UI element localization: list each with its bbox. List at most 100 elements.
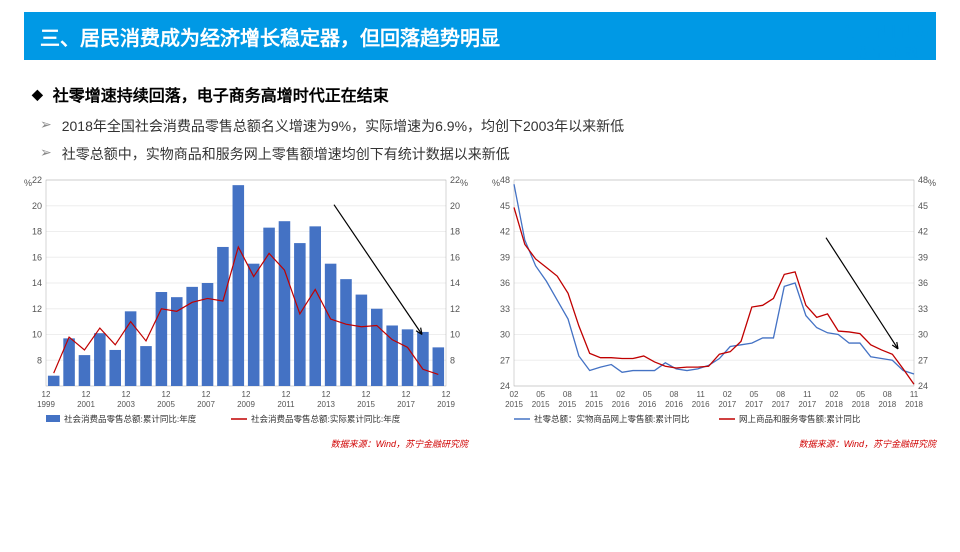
svg-text:11: 11 [910,390,919,399]
svg-text:45: 45 [500,201,510,211]
svg-text:12: 12 [450,304,460,314]
content-area: 社零增速持续回落，电子商务高增时代正在结束 2018年全国社会消费品零售总额名义… [0,60,960,164]
svg-text:39: 39 [918,252,928,262]
svg-text:2015: 2015 [505,400,523,409]
svg-text:42: 42 [918,227,928,237]
svg-text:20: 20 [450,201,460,211]
svg-text:12: 12 [242,390,251,399]
chart1-svg: 881010121214141616181820202222%%12199912… [16,172,476,432]
source-right: 数据来源：Wind，苏宁金融研究院 [799,437,936,450]
svg-text:2017: 2017 [772,400,790,409]
svg-text:社零总额：实物商品网上零售额:累计同比: 社零总额：实物商品网上零售额:累计同比 [534,414,689,424]
svg-text:社会消费品零售总额:实际累计同比:年度: 社会消费品零售总额:实际累计同比:年度 [251,414,401,424]
svg-text:1999: 1999 [37,400,55,409]
header-title: 三、居民消费成为经济增长稳定器，但回落趋势明显 [40,22,500,51]
bullet-2: 社零总额中，实物商品和服务网上零售额增速均创下有统计数据以来新低 [40,144,928,164]
subtitle: 社零增速持续回落，电子商务高增时代正在结束 [32,82,928,106]
svg-text:45: 45 [918,201,928,211]
svg-text:2017: 2017 [397,400,415,409]
svg-text:2016: 2016 [665,400,683,409]
svg-text:12: 12 [122,390,131,399]
svg-text:05: 05 [750,390,759,399]
svg-text:27: 27 [918,355,928,365]
svg-text:2007: 2007 [197,400,215,409]
source-left: 数据来源：Wind，苏宁金融研究院 [331,437,468,450]
svg-text:2015: 2015 [532,400,550,409]
svg-text:11: 11 [590,390,599,399]
svg-text:22: 22 [450,175,460,185]
svg-text:网上商品和服务零售额:累计同比: 网上商品和服务零售额:累计同比 [739,414,860,424]
svg-text:2016: 2016 [692,400,710,409]
svg-text:%: % [460,178,468,188]
svg-text:2013: 2013 [317,400,335,409]
svg-text:12: 12 [32,304,42,314]
svg-text:42: 42 [500,227,510,237]
svg-text:36: 36 [918,278,928,288]
svg-text:27: 27 [500,355,510,365]
logo-text-bottom: 苏宁金融 [844,43,932,63]
svg-text:39: 39 [500,252,510,262]
svg-text:08: 08 [563,390,572,399]
svg-text:05: 05 [536,390,545,399]
svg-text:10: 10 [32,330,42,340]
svg-text:14: 14 [450,278,460,288]
svg-text:8: 8 [37,355,42,365]
svg-text:14: 14 [32,278,42,288]
svg-text:02: 02 [723,390,732,399]
svg-text:12: 12 [402,390,411,399]
svg-text:2015: 2015 [558,400,576,409]
svg-text:%: % [928,178,936,188]
svg-text:12: 12 [282,390,291,399]
svg-text:08: 08 [670,390,679,399]
svg-text:2017: 2017 [745,400,763,409]
svg-text:2015: 2015 [585,400,603,409]
svg-text:2009: 2009 [237,400,255,409]
svg-text:2016: 2016 [612,400,630,409]
svg-text:2015: 2015 [357,400,375,409]
svg-text:2018: 2018 [852,400,870,409]
logo-text-top: SUNING [844,22,932,43]
svg-text:2019: 2019 [437,400,455,409]
svg-text:2003: 2003 [117,400,135,409]
svg-text:48: 48 [918,175,928,185]
svg-text:10: 10 [450,330,460,340]
svg-text:02: 02 [510,390,519,399]
svg-text:11: 11 [803,390,812,399]
svg-text:2016: 2016 [638,400,656,409]
svg-text:2017: 2017 [798,400,816,409]
svg-text:2001: 2001 [77,400,95,409]
svg-text:%: % [492,178,500,188]
svg-text:18: 18 [32,227,42,237]
svg-text:18: 18 [450,227,460,237]
svg-text:16: 16 [450,252,460,262]
svg-text:05: 05 [643,390,652,399]
svg-text:2018: 2018 [825,400,843,409]
chart-left: 881010121214141616181820202222%%12199912… [16,172,476,452]
svg-text:2017: 2017 [718,400,736,409]
bullet-1: 2018年全国社会消费品零售总额名义增速为9%，实际增速为6.9%，均创下200… [40,116,928,136]
svg-text:02: 02 [616,390,625,399]
svg-text:8: 8 [450,355,455,365]
chart-right: 242427273030333336363939424245454848%%02… [484,172,944,452]
svg-text:36: 36 [500,278,510,288]
svg-text:08: 08 [776,390,785,399]
section-header: 三、居民消费成为经济增长稳定器，但回落趋势明显 [24,12,936,60]
svg-text:02: 02 [830,390,839,399]
svg-text:2018: 2018 [905,400,923,409]
svg-text:20: 20 [32,201,42,211]
svg-text:16: 16 [32,252,42,262]
charts-row: 8 8 10 10 12 12 14 14 16 16 18 18 20 20 22 22%% 12 1999 12… [0,172,960,452]
svg-text:05: 05 [856,390,865,399]
svg-text:12: 12 [162,390,171,399]
svg-text:12: 12 [362,390,371,399]
chart2-svg: 242427273030333336363939424245454848%%02… [484,172,944,432]
svg-text:48: 48 [500,175,510,185]
svg-text:08: 08 [883,390,892,399]
svg-text:30: 30 [500,330,510,340]
svg-text:30: 30 [918,330,928,340]
svg-text:24: 24 [500,381,510,391]
brand-logo: SUNING 苏宁金融 [844,22,932,63]
svg-text:2011: 2011 [277,400,295,409]
svg-text:22: 22 [32,175,42,185]
svg-text:12: 12 [82,390,91,399]
